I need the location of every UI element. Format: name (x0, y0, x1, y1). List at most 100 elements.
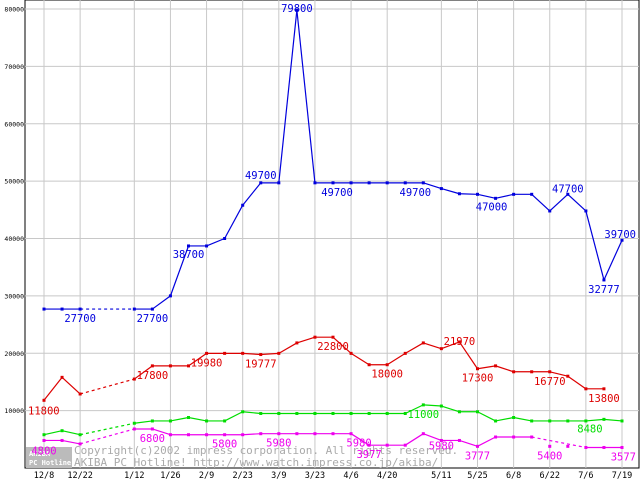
data-point (241, 410, 245, 414)
series-line-segment (134, 420, 153, 424)
data-point (530, 192, 534, 196)
series-line-segment (188, 352, 207, 367)
series-line-segment (459, 439, 478, 447)
data-point (403, 411, 407, 415)
series-line-segment (603, 418, 623, 422)
data-point (439, 187, 443, 191)
data-label: 39700 (604, 229, 636, 241)
series-line-segment (224, 411, 243, 422)
series-line-segment (242, 182, 262, 206)
data-point (313, 181, 317, 185)
data-point (295, 341, 299, 345)
data-point (512, 435, 516, 439)
data-label: 38700 (173, 249, 205, 261)
data-point (494, 364, 498, 368)
data-label: 17800 (137, 370, 169, 382)
data-point (476, 444, 479, 448)
data-labels: 27700 27700 38700 49700 79800 49700 49700 47000… (28, 3, 636, 463)
data-point (313, 432, 317, 436)
data-point (584, 445, 588, 449)
data-point (223, 237, 227, 240)
x-tick-label: 3/9 (271, 471, 286, 480)
data-point (150, 427, 154, 431)
y-tick-label: 10000 (4, 407, 24, 415)
data-point (349, 411, 353, 415)
watermark: Copyright(c)2002 impress corporation. Al… (74, 444, 458, 469)
data-point (331, 411, 335, 415)
data-label: 47700 (552, 183, 584, 195)
data-label: 4800 (31, 445, 56, 457)
series-line-segment (495, 193, 514, 199)
data-point (241, 433, 245, 437)
series-line-segment (477, 193, 496, 199)
y-tick-label: 40000 (4, 235, 24, 243)
series-line-segment (206, 237, 225, 247)
data-point (584, 387, 588, 391)
data-point (385, 443, 389, 447)
data-point (476, 410, 479, 414)
series-line-segment (423, 433, 442, 442)
series-line-segment (386, 352, 406, 366)
series-line-segment (549, 193, 569, 212)
series-line-segment (477, 365, 496, 370)
x-tick-label: 7/6 (578, 471, 593, 480)
data-point (403, 181, 407, 185)
data-point (259, 432, 263, 436)
data-point (566, 419, 570, 423)
series-line-segment (404, 404, 424, 415)
data-label: 22800 (317, 341, 349, 353)
series-line-segment (170, 416, 189, 422)
series-layer (42, 8, 624, 449)
series-line-segment (43, 376, 63, 401)
data-label: 47000 (476, 201, 508, 213)
data-point (530, 435, 534, 439)
data-point (150, 307, 154, 311)
data-point (132, 427, 136, 431)
x-tick-label: 12/22 (67, 471, 93, 480)
data-label: 3577 (611, 451, 636, 463)
series-line-segment (441, 188, 460, 195)
data-point (548, 370, 552, 374)
data-label: 17300 (462, 373, 494, 385)
series-line-segment (495, 365, 514, 373)
series-line-segment (242, 352, 261, 356)
data-label: 3777 (465, 450, 490, 462)
data-label: 6800 (140, 433, 165, 445)
data-point (187, 433, 190, 437)
data-point (277, 351, 281, 355)
data-point (78, 307, 82, 311)
series-line-segment (188, 416, 207, 422)
series-line-segment (61, 439, 81, 445)
data-point (60, 429, 64, 433)
data-point (331, 181, 335, 185)
data-label: 19980 (191, 357, 223, 369)
series-2 (42, 403, 624, 437)
data-point (403, 351, 407, 355)
series-line-segment (531, 193, 551, 212)
data-point (277, 411, 281, 415)
data-point (439, 404, 443, 408)
data-point (42, 438, 46, 442)
data-label: 49700 (400, 187, 432, 199)
data-point (331, 335, 335, 339)
series-line-segment (61, 430, 81, 436)
data-point (150, 419, 154, 423)
data-point (530, 419, 534, 423)
x-tick-label: 2/9 (199, 471, 214, 480)
data-point (602, 417, 606, 421)
series-line-segment (278, 342, 298, 354)
x-tick-label: 12/8 (34, 471, 54, 480)
x-tick-label: 7/19 (612, 471, 632, 480)
data-point (42, 307, 46, 311)
data-point (494, 196, 498, 200)
x-tick-label: 2/23 (232, 471, 252, 480)
data-point (60, 438, 64, 442)
data-point (512, 370, 516, 374)
data-point (295, 8, 299, 12)
y-axis-ticks: 10000 20000 30000 40000 50000 60000 70000 80000 (4, 6, 24, 416)
data-point (566, 444, 570, 448)
series-line-segment (296, 336, 316, 344)
data-point (168, 419, 172, 423)
data-label: 27700 (64, 313, 96, 325)
series-line-segment (404, 342, 424, 354)
